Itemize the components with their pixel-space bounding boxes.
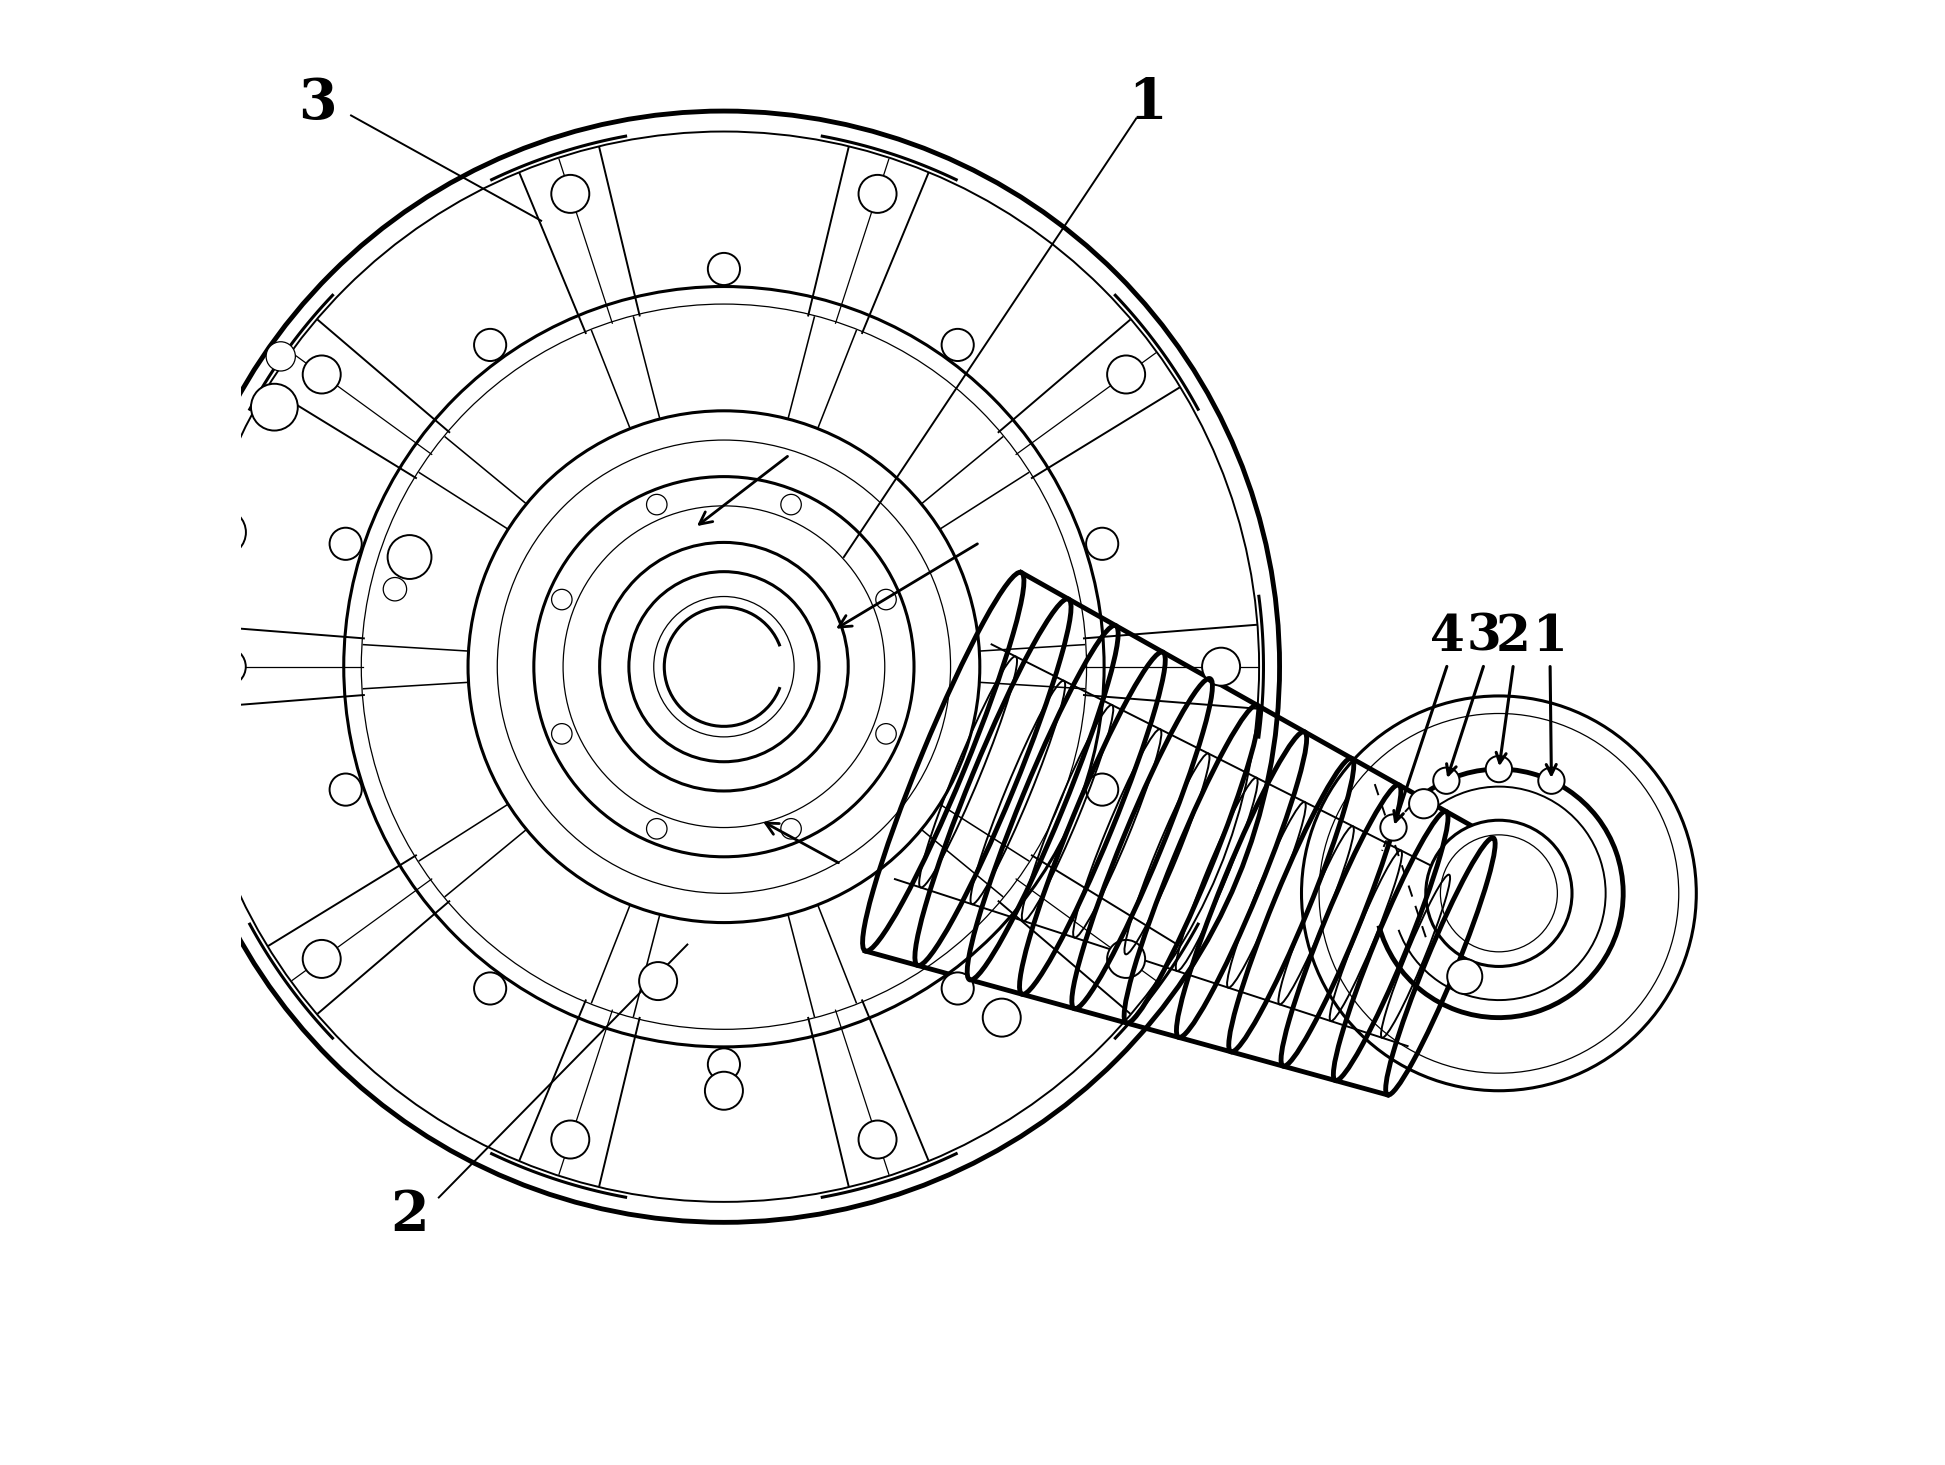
Circle shape — [266, 341, 296, 371]
Circle shape — [251, 384, 298, 431]
Circle shape — [1107, 941, 1146, 979]
Circle shape — [780, 494, 801, 514]
Circle shape — [550, 174, 589, 212]
Circle shape — [708, 253, 739, 286]
Circle shape — [640, 963, 677, 1001]
Circle shape — [1426, 820, 1572, 967]
Text: 1: 1 — [1128, 76, 1167, 132]
Circle shape — [1408, 790, 1439, 819]
Circle shape — [858, 1121, 897, 1159]
Circle shape — [646, 819, 667, 839]
Circle shape — [982, 999, 1021, 1037]
Circle shape — [1107, 356, 1146, 394]
Circle shape — [552, 589, 572, 609]
Circle shape — [208, 648, 245, 686]
Circle shape — [1085, 774, 1118, 806]
Circle shape — [1202, 648, 1241, 686]
Circle shape — [187, 513, 216, 541]
Circle shape — [1381, 815, 1406, 841]
Circle shape — [383, 577, 407, 601]
Circle shape — [329, 527, 362, 560]
Text: 2: 2 — [391, 1188, 428, 1242]
Circle shape — [181, 643, 228, 690]
Circle shape — [550, 1121, 589, 1159]
Circle shape — [1085, 527, 1118, 560]
Circle shape — [329, 774, 362, 806]
Circle shape — [941, 973, 974, 1005]
Circle shape — [475, 328, 506, 360]
Circle shape — [599, 542, 848, 791]
Circle shape — [646, 494, 667, 514]
Circle shape — [1301, 696, 1696, 1091]
Circle shape — [708, 1049, 739, 1081]
Circle shape — [704, 1072, 743, 1110]
Circle shape — [1433, 768, 1459, 794]
Circle shape — [475, 973, 506, 1005]
Text: 4: 4 — [1430, 612, 1465, 662]
Circle shape — [941, 328, 974, 360]
Circle shape — [169, 111, 1280, 1222]
Text: 3: 3 — [1467, 612, 1502, 662]
Circle shape — [1538, 768, 1564, 794]
Circle shape — [1447, 960, 1482, 995]
Circle shape — [858, 174, 897, 212]
Text: 1: 1 — [1533, 612, 1568, 662]
Circle shape — [780, 819, 801, 839]
Circle shape — [654, 596, 794, 737]
Text: 3: 3 — [298, 76, 336, 132]
Circle shape — [198, 508, 245, 555]
Circle shape — [875, 724, 897, 744]
Circle shape — [303, 356, 340, 394]
Circle shape — [303, 941, 340, 979]
Circle shape — [1486, 756, 1511, 782]
Circle shape — [552, 724, 572, 744]
Text: 2: 2 — [1496, 612, 1531, 662]
Circle shape — [387, 535, 432, 579]
Circle shape — [875, 589, 897, 609]
